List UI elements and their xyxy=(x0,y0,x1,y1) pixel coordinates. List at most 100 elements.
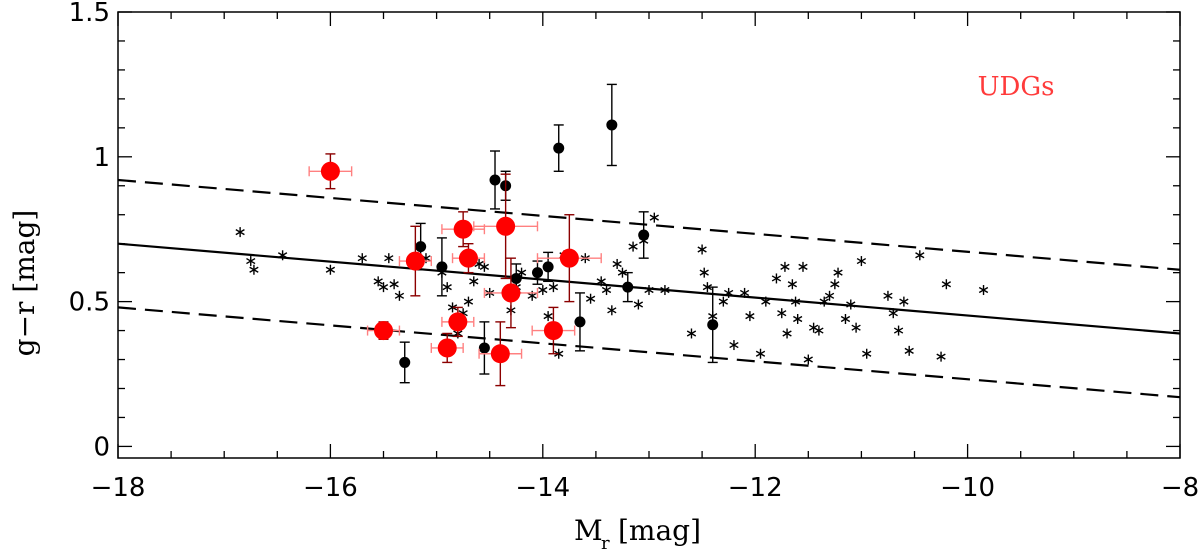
dwarf-asterisk-point xyxy=(846,299,856,310)
dwarf-asterisk-point xyxy=(780,261,790,272)
x-axis-label-subscript: r xyxy=(601,533,610,554)
dwarf-errorbar-point xyxy=(606,83,618,167)
dwarf-asterisk-point xyxy=(585,293,596,304)
dwarf-asterisk-point xyxy=(793,313,803,324)
dwarf-asterisk-point xyxy=(755,348,766,359)
dwarf-errorbar-point xyxy=(638,211,650,259)
dwarf-asterisk-series xyxy=(235,212,989,365)
dwarf-errorbar-point xyxy=(707,286,719,364)
udg-series xyxy=(308,153,602,387)
udg-point xyxy=(478,321,523,387)
dwarf-asterisk-point xyxy=(548,282,559,293)
dwarf-asterisk-point xyxy=(790,296,801,307)
dwarf-asterisk-point xyxy=(249,264,259,275)
plot-frame xyxy=(117,11,1181,459)
dwarf-asterisk-point xyxy=(697,244,707,255)
y-tick-label: 1.5 xyxy=(69,0,110,28)
dwarf-asterisk-point xyxy=(596,276,606,287)
dwarf-asterisk-point xyxy=(787,279,798,290)
dwarf-errorbar-point xyxy=(622,271,634,303)
dwarf-asterisk-point xyxy=(978,285,989,296)
dwarf-asterisk-point xyxy=(941,279,952,290)
dwarf-asterisk-point xyxy=(538,285,548,296)
dwarf-asterisk-point xyxy=(649,212,659,223)
dwarf-asterisk-point xyxy=(718,296,728,307)
x-tick-label: −8 xyxy=(1161,473,1199,503)
dwarf-asterisk-point xyxy=(761,296,771,307)
dwarf-asterisk-point xyxy=(782,328,792,339)
dwarf-asterisk-point xyxy=(777,308,787,319)
dwarf-asterisk-point xyxy=(936,351,946,362)
dwarf-asterisk-point xyxy=(745,311,755,322)
dwarf-asterisk-point xyxy=(601,285,612,296)
dwarf-asterisk-point xyxy=(824,290,835,301)
udg-point xyxy=(483,257,539,329)
dwarf-asterisk-point xyxy=(888,308,898,319)
dwarf-asterisk-point xyxy=(644,285,654,296)
udg-point xyxy=(308,153,353,190)
dwarf-asterisk-point xyxy=(469,276,479,287)
cmr-lower-line xyxy=(118,306,1180,399)
dwarf-asterisk-point xyxy=(862,348,872,359)
dwarf-asterisk-point xyxy=(384,253,394,264)
dwarf-asterisk-point xyxy=(904,345,914,356)
y-tick-label: 0.5 xyxy=(69,288,110,318)
x-axis-label-unit: [mag] xyxy=(618,514,701,547)
y-axis-label: g−r [mag] xyxy=(8,210,41,357)
dwarf-asterisk-point xyxy=(699,267,709,278)
x-tick-label: −14 xyxy=(515,473,570,503)
udg-point xyxy=(536,214,602,303)
dwarf-asterisk-point xyxy=(325,264,336,275)
dwarf-errorbar-point xyxy=(553,124,565,172)
dwarf-asterisk-point xyxy=(543,311,553,322)
udg-point xyxy=(441,306,475,338)
dwarf-asterisk-point xyxy=(840,313,851,324)
udg-point xyxy=(441,211,486,248)
dwarf-asterisk-point xyxy=(633,299,644,310)
udg-point xyxy=(366,321,401,341)
dwarf-asterisk-point xyxy=(378,282,389,293)
dwarf-asterisk-point xyxy=(798,261,808,272)
dwarf-errorbar-point xyxy=(489,150,501,210)
dwarf-asterisk-point xyxy=(814,325,824,336)
dwarf-asterisk-point xyxy=(612,258,622,269)
cmr-upper-line xyxy=(118,178,1180,271)
dwarf-asterisk-point xyxy=(686,328,697,339)
dwarf-asterisk-point xyxy=(739,287,750,298)
x-tick-label: −16 xyxy=(303,473,358,503)
dwarf-asterisk-point xyxy=(899,296,909,307)
dwarf-errorbar-point xyxy=(436,237,448,297)
dwarf-asterisk-point xyxy=(819,296,829,307)
dwarf-asterisk-point xyxy=(883,290,893,301)
dwarf-asterisk-point xyxy=(771,273,782,284)
y-tick-label: 1 xyxy=(93,143,110,173)
dwarf-asterisk-point xyxy=(628,241,638,252)
dwarf-errorbar-point xyxy=(531,260,543,285)
udg-point xyxy=(398,225,432,297)
dwarf-asterisk-point xyxy=(373,276,383,287)
dwarf-asterisk-point xyxy=(394,290,405,301)
dwarf-asterisk-point xyxy=(915,250,925,261)
udg-point xyxy=(430,332,464,364)
dwarf-asterisk-point xyxy=(729,340,739,351)
dwarf-asterisk-point xyxy=(479,261,490,272)
dwarf-asterisk-point xyxy=(357,253,367,264)
dwarf-errorbar-point xyxy=(574,292,586,352)
dwarf-asterisk-point xyxy=(723,287,734,298)
udg-point xyxy=(531,306,576,355)
x-axis-label-main: M xyxy=(574,514,603,547)
dwarf-asterisk-point xyxy=(893,325,904,336)
x-tick-label: −10 xyxy=(940,473,995,503)
dwarf-asterisk-point xyxy=(235,227,245,238)
dwarf-errorbar-series xyxy=(399,83,719,384)
dwarf-asterisk-point xyxy=(389,279,399,290)
dwarf-asterisk-point xyxy=(463,296,474,307)
dwarf-asterisk-point xyxy=(607,305,617,316)
udg-point xyxy=(451,242,486,274)
legend-udgs: UDGs xyxy=(978,72,1055,102)
dwarf-asterisk-point xyxy=(442,282,452,293)
udg-point xyxy=(473,173,539,280)
dwarf-errorbar-point xyxy=(399,341,411,384)
dwarf-asterisk-point xyxy=(702,282,713,293)
